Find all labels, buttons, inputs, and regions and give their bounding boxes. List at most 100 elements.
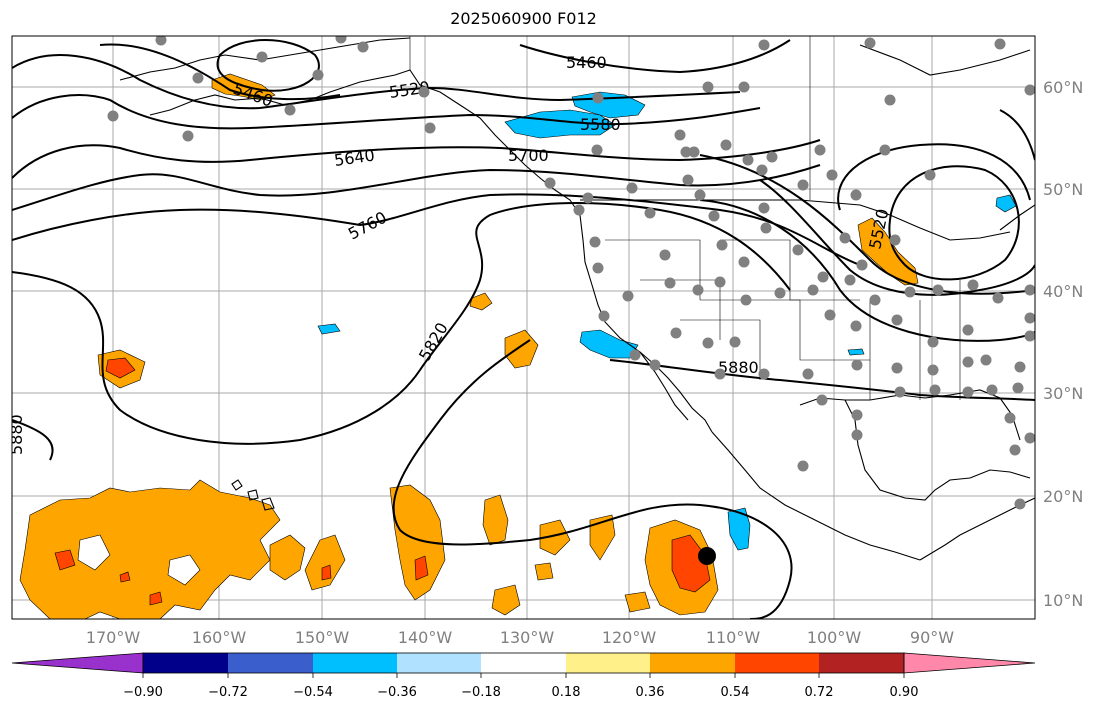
colorbar-tick-label: 0.90 xyxy=(890,685,919,700)
station-marker xyxy=(335,36,347,44)
lat-label: 20°N xyxy=(1043,487,1083,506)
station-marker xyxy=(284,104,296,116)
station-marker xyxy=(589,236,601,248)
lat-label: 40°N xyxy=(1043,282,1083,301)
station-marker xyxy=(826,169,838,181)
station-marker xyxy=(856,259,868,271)
lon-label: 120°W xyxy=(602,628,657,647)
station-marker xyxy=(716,239,728,251)
station-marker xyxy=(879,144,891,156)
station-marker xyxy=(674,129,686,141)
station-marker xyxy=(1024,330,1035,342)
station-marker xyxy=(850,189,862,201)
longitude-labels: 170°W 160°W 150°W 140°W 130°W 120°W 110°… xyxy=(86,628,954,647)
colorbar-segment xyxy=(397,653,481,673)
colorbar-segment xyxy=(313,653,397,673)
station-marker xyxy=(927,336,939,348)
station-marker xyxy=(817,271,829,283)
station-marker xyxy=(1014,498,1026,510)
station-marker xyxy=(582,192,594,204)
station-marker xyxy=(592,92,604,104)
lon-label: 100°W xyxy=(807,628,862,647)
station-marker xyxy=(758,39,770,51)
station-marker xyxy=(626,182,638,194)
station-marker xyxy=(629,349,641,361)
colorbar-extend-left xyxy=(11,652,144,674)
station-marker xyxy=(182,130,194,142)
lon-label: 150°W xyxy=(295,628,350,647)
station-marker xyxy=(766,151,778,163)
station-marker xyxy=(714,276,726,288)
colorbar-tick-label: −0.36 xyxy=(377,685,417,700)
station-marker xyxy=(994,38,1006,50)
lat-label: 50°N xyxy=(1043,180,1083,199)
station-marker xyxy=(967,279,979,291)
colorbar-segment xyxy=(481,653,566,673)
station-marker xyxy=(357,41,369,53)
station-marker xyxy=(851,359,863,371)
colorbar-tick-label: 0.72 xyxy=(805,685,834,700)
station-marker xyxy=(680,146,692,158)
station-marker xyxy=(692,284,704,296)
station-marker xyxy=(688,146,700,158)
station-marker xyxy=(797,179,809,191)
station-marker xyxy=(664,277,676,289)
station-marker xyxy=(962,386,974,398)
station-marker xyxy=(844,274,856,286)
station-marker xyxy=(927,364,939,376)
station-marker xyxy=(682,174,694,186)
station-marker xyxy=(824,309,836,321)
station-markers xyxy=(107,36,1035,510)
station-marker xyxy=(760,222,772,234)
station-marker xyxy=(1024,312,1035,324)
station-marker xyxy=(756,164,768,176)
station-marker xyxy=(816,394,828,406)
station-marker xyxy=(932,284,944,296)
station-marker xyxy=(758,368,770,380)
station-marker xyxy=(702,81,714,93)
station-marker xyxy=(1024,84,1035,96)
anomaly-shading xyxy=(19,73,1017,619)
station-marker xyxy=(742,154,754,166)
station-marker xyxy=(851,409,863,421)
station-marker xyxy=(670,327,682,339)
latitude-labels: 60°N 50°N 40°N 30°N 20°N 10°N xyxy=(1043,78,1083,610)
station-marker xyxy=(644,207,656,219)
contour-label: 5460 xyxy=(566,53,607,72)
station-marker xyxy=(1024,284,1035,296)
station-marker xyxy=(740,294,752,306)
station-marker xyxy=(1012,382,1024,394)
station-marker xyxy=(962,324,974,336)
station-marker xyxy=(729,336,741,348)
station-marker xyxy=(702,337,714,349)
station-marker xyxy=(962,356,974,368)
station-marker xyxy=(814,144,826,156)
station-marker xyxy=(256,51,268,63)
contour-label: 5880 xyxy=(7,414,26,455)
station-marker xyxy=(738,81,750,93)
station-marker xyxy=(889,234,901,246)
storm-center-marker xyxy=(698,547,716,565)
colorbar-tick-label: −0.90 xyxy=(123,685,163,700)
lon-label: 170°W xyxy=(86,628,141,647)
station-marker xyxy=(992,292,1004,304)
contour-label: 5580 xyxy=(580,115,621,134)
station-marker xyxy=(792,244,804,256)
station-marker xyxy=(986,384,998,396)
colorbar-segment xyxy=(650,653,735,673)
colorbar: −0.90 −0.72 −0.54 −0.36 −0.18 0.18 0.36 … xyxy=(11,652,1036,700)
station-marker xyxy=(708,210,720,222)
station-marker xyxy=(884,94,896,106)
station-marker xyxy=(649,359,661,371)
station-marker xyxy=(573,204,585,216)
station-marker xyxy=(1004,412,1016,424)
station-marker xyxy=(155,36,167,46)
station-marker xyxy=(850,320,862,332)
contour-label: 5700 xyxy=(508,146,549,165)
colorbar-outline xyxy=(142,652,905,674)
station-marker xyxy=(904,286,916,298)
lon-label: 160°W xyxy=(192,628,247,647)
lon-label: 90°W xyxy=(910,628,954,647)
station-marker xyxy=(107,110,119,122)
station-marker xyxy=(758,202,770,214)
